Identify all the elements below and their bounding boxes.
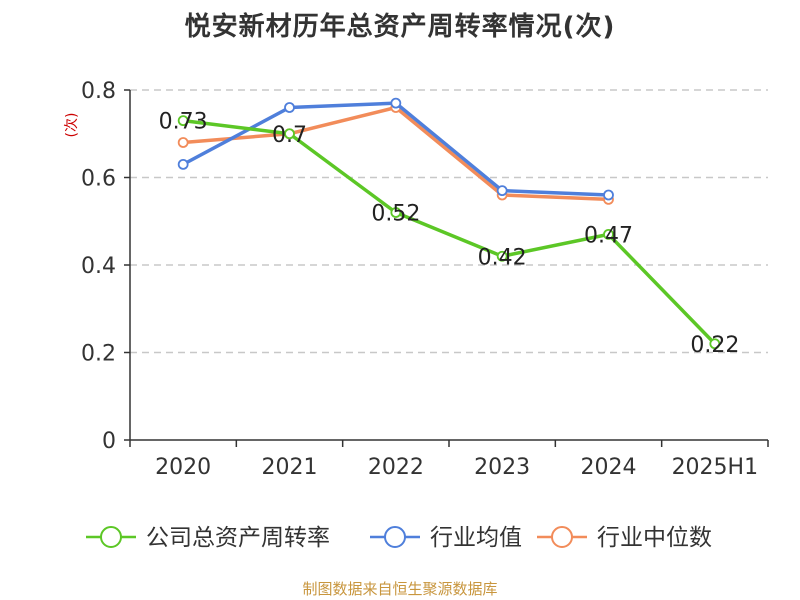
data-label: 0.7 <box>272 123 307 148</box>
data-point <box>603 228 614 240</box>
data-point <box>390 97 402 109</box>
data-point <box>177 137 189 148</box>
legend-label: 行业均值 <box>430 525 522 551</box>
chart-title: 悦安新材历年总资产周转率情况(次) <box>184 12 616 42</box>
source-note: 制图数据来自恒生聚源数据库 <box>302 580 498 598</box>
legend-label: 公司总资产周转率 <box>146 525 330 551</box>
data-label: 0.47 <box>584 223 633 248</box>
data-label: 0.73 <box>159 110 208 135</box>
legend-item: 行业中位数 <box>537 525 712 551</box>
data-point <box>177 115 189 127</box>
data-point <box>709 338 721 350</box>
data-point <box>390 207 402 218</box>
series-2 <box>177 102 614 205</box>
y-axis-label: (次) <box>64 113 80 138</box>
x-tick-label: 2020 <box>155 455 211 480</box>
data-point <box>284 128 295 140</box>
y-tick-label: 0.8 <box>81 79 116 104</box>
series-lines <box>177 97 721 350</box>
legend-label: 行业中位数 <box>597 525 712 551</box>
data-point <box>603 189 614 201</box>
series-line <box>181 105 611 202</box>
legend-swatch-marker <box>384 526 406 548</box>
x-tick-label: 2024 <box>581 455 637 480</box>
y-tick-label: 0 <box>102 429 116 454</box>
series-1 <box>177 97 614 201</box>
y-tick-label: 0.2 <box>81 342 116 367</box>
x-tick-label: 2021 <box>262 455 318 480</box>
data-labels: 0.73 0.7 0.52 0.42 0.47 0.22 <box>159 110 740 358</box>
data-label: 0.52 <box>371 202 420 227</box>
series-line <box>181 101 611 197</box>
data-point <box>496 250 508 262</box>
data-label: 0.22 <box>690 333 739 358</box>
data-point <box>496 185 508 197</box>
data-point <box>284 102 295 113</box>
axes: 0 0.2 0.4 0.6 0.8 2020 2021 2022 2023 2024 2025H1 (… <box>64 79 769 480</box>
y-tick-label: 0.6 <box>81 167 116 192</box>
y-tick-label: 0.4 <box>81 254 116 279</box>
x-tick-label: 2025H1 <box>672 455 759 480</box>
grid-lines <box>130 89 768 354</box>
data-label: 0.42 <box>478 245 527 270</box>
legend-swatch-marker <box>100 526 122 548</box>
x-tick-label: 2022 <box>368 455 424 480</box>
legend-item: 行业均值 <box>370 525 522 551</box>
x-tick-label: 2023 <box>474 455 530 480</box>
series-line <box>181 118 717 346</box>
data-point <box>177 158 189 170</box>
legend-item: 公司总资产周转率 <box>86 525 330 551</box>
legend-swatch-marker <box>551 526 573 548</box>
legend: 公司总资产周转率 行业均值 行业中位数 <box>86 525 712 551</box>
series-0 <box>177 115 721 350</box>
